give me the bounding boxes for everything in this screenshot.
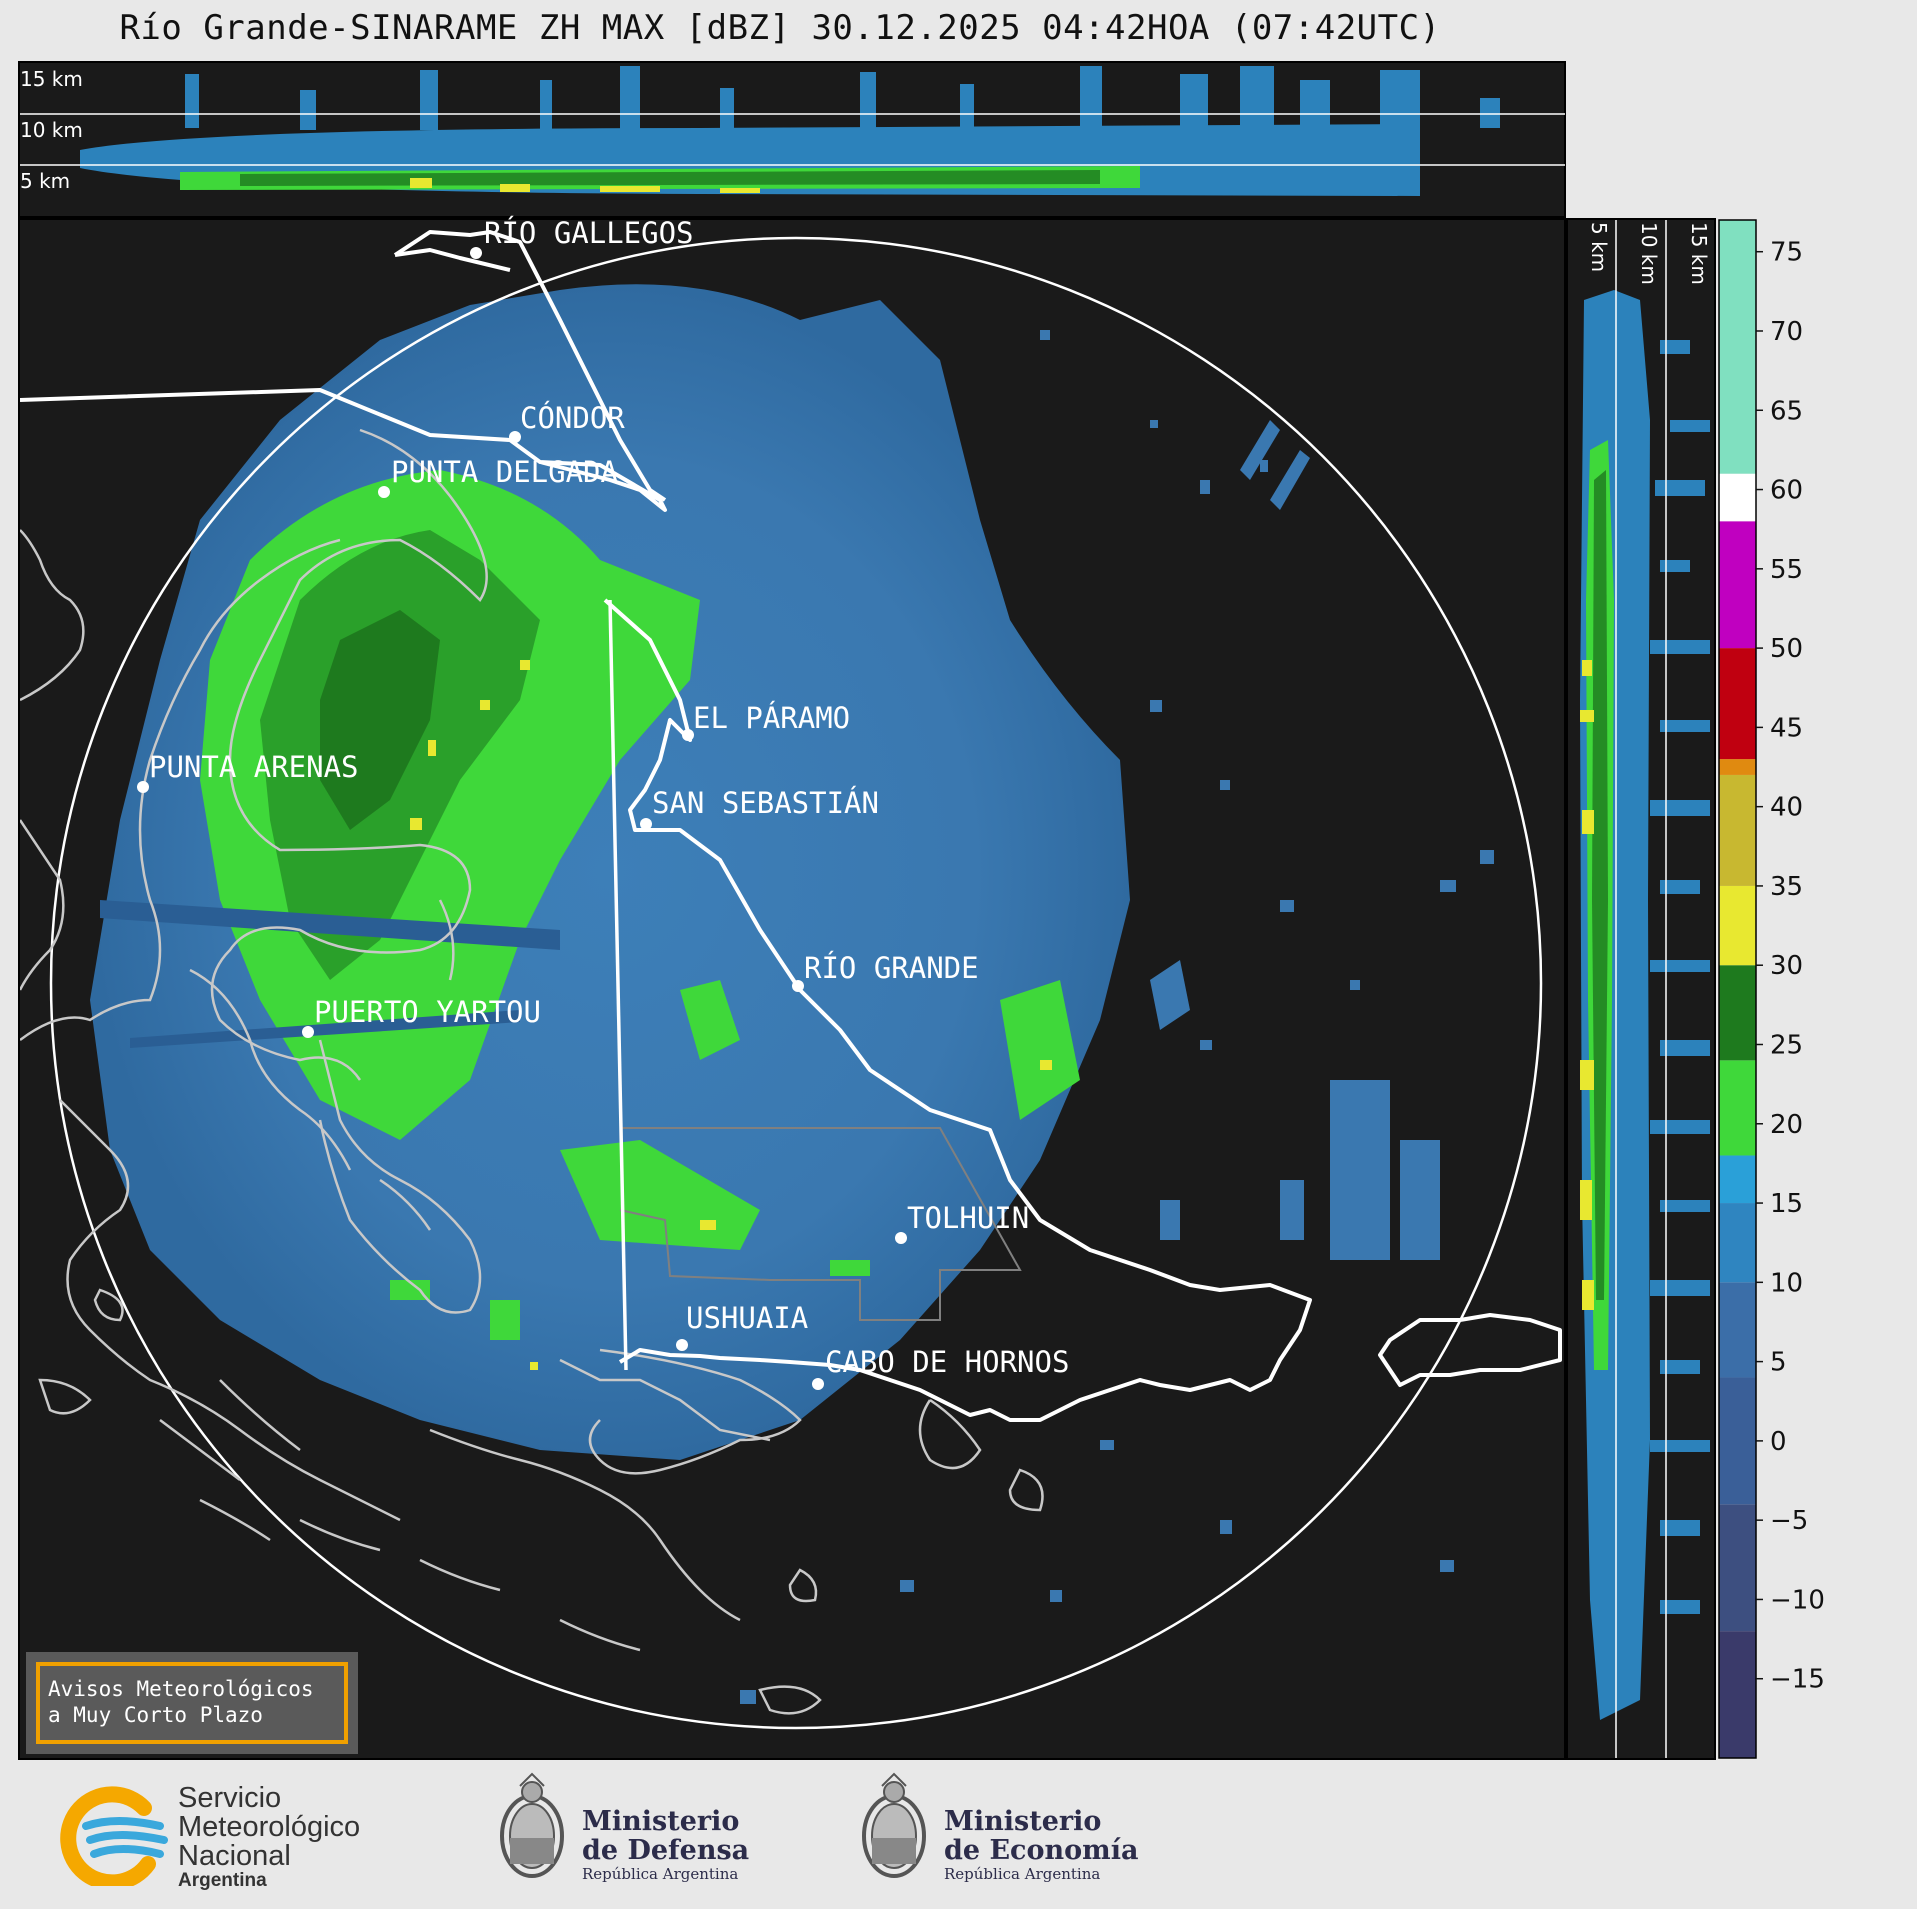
top-profile-panel: 15 km 10 km 5 km xyxy=(18,61,1566,218)
defensa-line-1: Ministerio xyxy=(582,1806,740,1837)
colorbar-band xyxy=(1719,1631,1756,1758)
colorbar-tick-label: 75 xyxy=(1770,238,1803,268)
colorbar-tick-label: 25 xyxy=(1770,1030,1803,1060)
city-label-rio-grande: RÍO GRANDE xyxy=(804,951,979,985)
colorbar-band xyxy=(1719,648,1756,760)
radar-echo-field xyxy=(90,284,1494,1704)
side-height-label-5: 5 km xyxy=(1587,222,1611,272)
country-borders xyxy=(20,230,1562,1422)
avisos-line-1: Avisos Meteorológicos xyxy=(48,1677,314,1701)
colorbar-tick-label: 15 xyxy=(1770,1189,1803,1219)
colorbar-tick-label: 55 xyxy=(1770,555,1803,585)
colorbar-tick-label: 30 xyxy=(1770,951,1803,981)
colorbar-band xyxy=(1719,885,1756,966)
radar-range-ring xyxy=(49,236,1543,1730)
defensa-line-3: República Argentina xyxy=(582,1865,739,1883)
city-label-condor: CÓNDOR xyxy=(520,401,625,435)
avisos-box[interactable]: Avisos Meteorológicos a Muy Corto Plazo xyxy=(26,1652,358,1754)
smn-line-3: Nacional xyxy=(178,1840,291,1872)
city-label-san-sebastian: SAN SEBASTIÁN xyxy=(652,786,879,820)
colorbar-band xyxy=(1719,220,1756,474)
colorbar-tick-label: −10 xyxy=(1770,1585,1825,1615)
colorbar-band xyxy=(1719,965,1756,1061)
main-map-panel: RÍO GALLEGOS CÓNDOR PUNTA DELGADA EL PÁR… xyxy=(18,216,1566,1760)
defensa-logo-text: Ministerio de Defensa República Argentin… xyxy=(582,1807,749,1883)
city-label-puerto-yartou: PUERTO YARTOU xyxy=(314,995,541,1029)
top-height-label-5: 5 km xyxy=(20,169,70,193)
colorbar-band xyxy=(1719,473,1756,522)
colorbar-band xyxy=(1719,1504,1756,1632)
colorbar-band xyxy=(1719,1155,1756,1204)
colorbar-band xyxy=(1719,774,1756,886)
city-label-punta-arenas: PUNTA ARENAS xyxy=(149,750,359,784)
city-markers xyxy=(137,247,907,1390)
smn-logo-icon xyxy=(60,1786,168,1886)
city-label-tolhuin: TOLHUIN xyxy=(907,1201,1029,1235)
coastline-lines xyxy=(20,428,1044,1715)
city-label-ushuaia: USHUAIA xyxy=(686,1301,808,1335)
colorbar-tick-label: 5 xyxy=(1770,1348,1787,1378)
colorbar-band xyxy=(1719,1282,1756,1378)
colorbar-tick-label: −15 xyxy=(1770,1665,1825,1695)
side-height-label-15: 15 km xyxy=(1687,222,1711,285)
city-label-rio-gallegos: RÍO GALLEGOS xyxy=(484,216,694,250)
colorbar-tick-label: 60 xyxy=(1770,476,1803,506)
colorbar-tick-label: −5 xyxy=(1770,1506,1808,1536)
top-height-label-10: 10 km xyxy=(20,118,83,142)
economia-line-3: República Argentina xyxy=(944,1865,1101,1883)
colorbar-tick-label: 50 xyxy=(1770,634,1803,664)
colorbar-tick-label: 45 xyxy=(1770,713,1803,743)
colorbar-band xyxy=(1719,521,1756,649)
colorbar-band xyxy=(1719,1203,1756,1283)
economia-shield-icon xyxy=(862,1772,926,1878)
economia-line-2: de Economía xyxy=(944,1835,1139,1866)
smn-line-4: Argentina xyxy=(178,1870,267,1891)
colorbar-tick-label: 70 xyxy=(1770,317,1803,347)
colorbar-tick-label: 10 xyxy=(1770,1268,1803,1298)
top-height-label-15: 15 km xyxy=(20,67,83,91)
colorbar-tick-label: 35 xyxy=(1770,872,1803,902)
city-labels: RÍO GALLEGOS CÓNDOR PUNTA DELGADA EL PÁR… xyxy=(149,216,1069,1379)
chile-argentina-border xyxy=(608,599,628,1371)
colorbar-band xyxy=(1719,1060,1756,1156)
economia-logo-text: Ministerio de Economía República Argenti… xyxy=(944,1807,1138,1883)
city-label-cabo-de-hornos: CABO DE HORNOS xyxy=(825,1345,1069,1379)
smn-line-2: Meteorológico xyxy=(178,1811,361,1843)
smn-line-1: Servicio xyxy=(178,1782,282,1814)
city-label-punta-delgada: PUNTA DELGADA xyxy=(391,455,618,489)
colorbar-band xyxy=(1719,759,1756,775)
economia-line-1: Ministerio xyxy=(944,1806,1102,1837)
side-height-label-10: 10 km xyxy=(1637,222,1661,285)
colorbar-tick-label: 0 xyxy=(1770,1427,1787,1457)
side-profile-panel: 5 km 10 km 15 km xyxy=(1566,218,1716,1760)
defensa-line-2: de Defensa xyxy=(582,1835,750,1866)
defensa-shield-icon xyxy=(500,1772,564,1878)
colorbar-tick-label: 20 xyxy=(1770,1110,1803,1140)
smn-logo-text: Servicio Meteorológico Nacional Argentin… xyxy=(178,1784,360,1891)
colorbar-tick-label: 65 xyxy=(1770,396,1803,426)
city-label-el-paramo: EL PÁRAMO xyxy=(693,701,850,735)
colorbar-tick-label: 40 xyxy=(1770,793,1803,823)
map-title: Río Grande-SINARAME ZH MAX [dBZ] 30.12.2… xyxy=(119,8,1441,48)
department-borders xyxy=(619,1127,1022,1321)
colorbar-band xyxy=(1719,1377,1756,1505)
avisos-line-2: a Muy Corto Plazo xyxy=(48,1703,263,1727)
colorbar-gradient xyxy=(1719,220,1756,1758)
